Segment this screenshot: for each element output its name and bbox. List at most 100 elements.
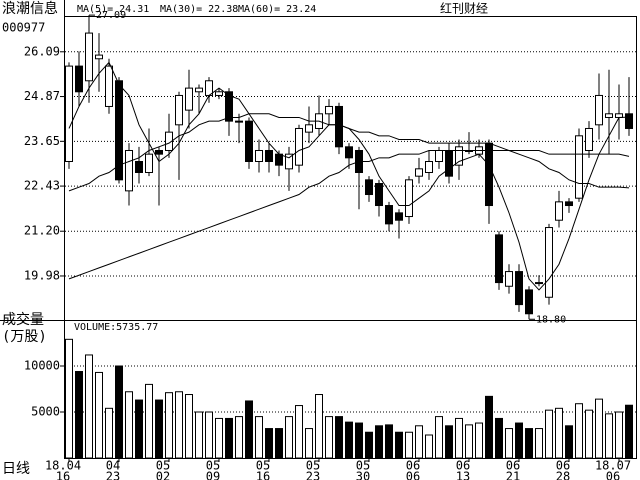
x-tick-label: 05 xyxy=(356,459,370,473)
volume-bar xyxy=(435,416,443,459)
candle-body xyxy=(435,149,443,162)
candle-body xyxy=(575,135,583,199)
volume-bar xyxy=(565,425,573,459)
volume-bar xyxy=(225,417,233,459)
volume-bar xyxy=(95,371,103,459)
candle-body xyxy=(335,105,343,148)
x-tick-label: 05 xyxy=(306,459,320,473)
source: 红刊财经 xyxy=(440,1,488,16)
volume-bar xyxy=(315,394,323,459)
x-tick-label: 05 xyxy=(256,459,270,473)
candle-body xyxy=(455,146,463,166)
volume-bar xyxy=(205,411,213,459)
x-tick-label: 06 xyxy=(456,459,470,473)
candle-body xyxy=(525,289,533,315)
candle-body xyxy=(185,87,193,111)
candle-body xyxy=(95,54,103,60)
candle-body xyxy=(605,113,613,118)
legend-entry: MA(30)= 22.38 xyxy=(160,4,238,15)
volume-bar xyxy=(395,431,403,459)
candle-body xyxy=(555,201,563,221)
candle-body xyxy=(535,282,543,285)
volume-tick-label: 5000 xyxy=(31,405,60,419)
volume-bar xyxy=(535,428,543,459)
y-tick-label: 26.09 xyxy=(24,44,60,58)
candle-body xyxy=(495,234,503,284)
y-tick-label: 19.98 xyxy=(24,268,60,282)
candle-body xyxy=(305,124,313,133)
volume-bar xyxy=(85,354,93,459)
candle-body xyxy=(385,205,393,225)
x-tick-label: 02 xyxy=(156,470,170,480)
x-tick-label: 13 xyxy=(456,470,470,480)
volume-bar xyxy=(325,416,333,459)
candle-body xyxy=(395,212,403,221)
volume-bar xyxy=(425,434,433,459)
volume-bar xyxy=(455,417,463,459)
candle-body xyxy=(345,146,353,159)
ma-line xyxy=(68,149,630,280)
x-tick-label: 09 xyxy=(206,470,220,480)
x-tick-label: 16 xyxy=(56,470,70,480)
volume-tick-label: 10000 xyxy=(24,359,60,373)
candle-body xyxy=(325,105,333,115)
volume-bar xyxy=(365,431,373,459)
candle-body xyxy=(405,179,413,218)
candle-body xyxy=(75,65,83,93)
volume-bar xyxy=(525,428,533,459)
volume-bar xyxy=(215,417,223,459)
x-tick-label: 23 xyxy=(306,470,320,480)
volume-bar xyxy=(375,425,383,459)
y-tick-label: 22.43 xyxy=(24,179,60,193)
volume-bar xyxy=(245,400,253,459)
candle-body xyxy=(145,153,153,174)
volume-bar xyxy=(345,421,353,459)
volume-bar xyxy=(545,409,553,459)
volume-bar xyxy=(515,422,523,459)
x-tick-label: 06 xyxy=(506,459,520,473)
candle-body xyxy=(625,113,633,129)
volume-bar xyxy=(195,411,203,459)
volume-bar xyxy=(415,425,423,459)
volume-bar xyxy=(265,428,273,459)
volume-bar xyxy=(75,371,83,459)
y-tick-label: 24.87 xyxy=(24,89,60,103)
candle-body xyxy=(135,160,143,174)
volume-bar xyxy=(595,398,603,459)
stock-code: 000977 xyxy=(2,21,45,35)
volume-bar xyxy=(385,424,393,459)
y-tick-label: 23.65 xyxy=(24,134,60,148)
legend-entry: MA(5)= 24.31 xyxy=(77,4,149,15)
candle-body xyxy=(105,65,113,107)
volume-title: VOLUME:5735.77 xyxy=(74,322,158,333)
candle-body xyxy=(155,149,163,155)
candle-body xyxy=(165,131,173,151)
candle-body xyxy=(225,91,233,122)
candle-body xyxy=(485,142,493,207)
candle-body xyxy=(545,227,553,298)
annotation-label: 27.09 xyxy=(96,10,126,21)
volume-bar xyxy=(165,392,173,459)
candle-body xyxy=(115,80,123,181)
x-tick-label: 18.04 xyxy=(45,459,81,473)
candle-body xyxy=(365,179,373,196)
volume-axis-label: 成交量 xyxy=(2,311,44,328)
legend-entry: MA(60)= 23.24 xyxy=(238,4,316,15)
volume-bar xyxy=(135,399,143,459)
candle-body xyxy=(175,94,183,126)
candle-body xyxy=(595,94,603,126)
volume-bar xyxy=(625,404,633,459)
candle-body xyxy=(85,32,93,82)
volume-bar xyxy=(505,428,513,459)
x-tick-label: 06 xyxy=(606,470,620,480)
candle-body xyxy=(415,168,423,177)
volume-bar xyxy=(495,417,503,459)
volume-bar xyxy=(305,428,313,459)
x-tick-label: 06 xyxy=(556,459,570,473)
x-tick-label: 30 xyxy=(356,470,370,480)
candle-body xyxy=(295,127,303,166)
x-tick-label: 06 xyxy=(406,470,420,480)
annotation-label: 18.80 xyxy=(536,314,566,325)
volume-bar xyxy=(445,425,453,459)
